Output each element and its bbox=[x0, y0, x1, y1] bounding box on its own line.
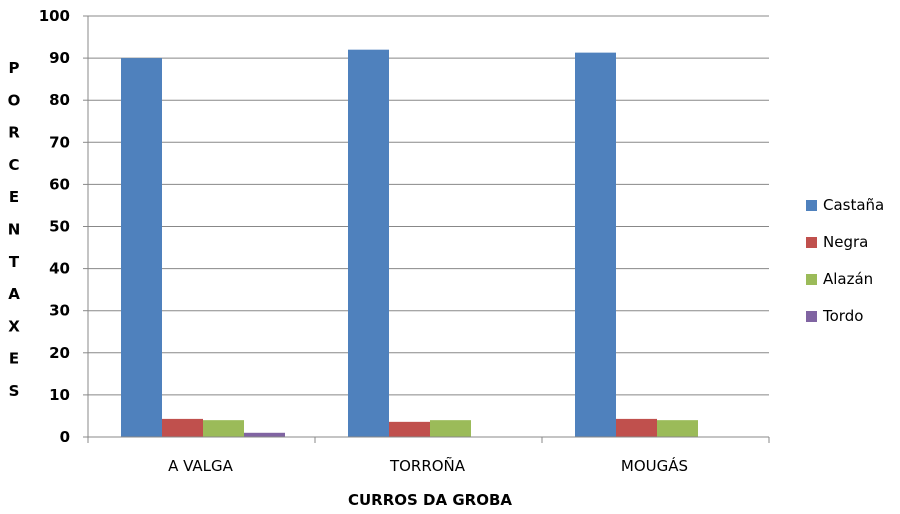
legend-label-negra: Negra bbox=[823, 233, 868, 251]
bar-castaña-1 bbox=[121, 58, 162, 437]
y-axis-title-letter: X bbox=[8, 317, 20, 335]
y-tick-label: 70 bbox=[49, 133, 70, 151]
y-axis-title-letter: T bbox=[9, 253, 20, 271]
y-tick-label: 50 bbox=[49, 218, 70, 236]
x-axis-title: CURROS DA GROBA bbox=[348, 491, 512, 509]
x-axis-categories: A VALGA TORROÑA MOUGÁS bbox=[168, 456, 688, 475]
x-category-label: A VALGA bbox=[168, 457, 234, 475]
y-axis-title-letter: R bbox=[8, 124, 20, 142]
y-tick-label: 40 bbox=[49, 260, 70, 278]
legend-swatch-negra bbox=[806, 237, 817, 248]
legend-swatch-castaña bbox=[806, 200, 817, 211]
y-tick-label: 90 bbox=[49, 49, 70, 67]
legend-swatch-tordo bbox=[806, 311, 817, 322]
y-tick-label: 20 bbox=[49, 344, 70, 362]
y-tick-label: 10 bbox=[49, 386, 70, 404]
bar-negra-2 bbox=[389, 421, 430, 437]
bar-negra-1 bbox=[162, 418, 203, 437]
legend-label-alazán: Alazán bbox=[823, 270, 873, 288]
y-tick-label: 60 bbox=[49, 175, 70, 193]
legend-swatch-alazán bbox=[806, 274, 817, 285]
legend-label-castaña: Castaña bbox=[823, 196, 884, 214]
bar-alazán-2 bbox=[430, 420, 471, 437]
x-category-label: TORROÑA bbox=[389, 456, 466, 475]
bar-tordo-1 bbox=[244, 432, 285, 437]
axes bbox=[87, 16, 770, 443]
bar-alazán-3 bbox=[657, 420, 698, 437]
y-tick-label: 0 bbox=[60, 428, 70, 446]
bar-castaña-2 bbox=[348, 49, 389, 438]
y-axis-title-letter: E bbox=[9, 350, 19, 368]
y-tick-label: 100 bbox=[39, 7, 70, 25]
bar-alazán-1 bbox=[203, 420, 244, 437]
y-tick-label: 80 bbox=[49, 91, 70, 109]
bars bbox=[121, 49, 698, 438]
y-axis-title-letter: P bbox=[9, 59, 20, 77]
legend-label-tordo: Tordo bbox=[822, 307, 863, 325]
y-axis-ticks: 0 10 20 30 40 50 60 70 80 90 100 bbox=[39, 7, 88, 446]
y-axis-title-letter: O bbox=[8, 91, 21, 109]
y-axis-title-letter: E bbox=[9, 188, 19, 206]
x-category-label: MOUGÁS bbox=[621, 456, 688, 475]
y-axis-title-letter: C bbox=[8, 156, 19, 174]
y-tick-label: 30 bbox=[49, 302, 70, 320]
y-axis-title-letter: N bbox=[8, 221, 21, 239]
y-axis-title-letter: S bbox=[9, 382, 20, 400]
bar-castaña-3 bbox=[575, 52, 616, 437]
gridlines bbox=[88, 15, 769, 396]
y-axis-title-letter: A bbox=[8, 285, 20, 303]
bar-negra-3 bbox=[616, 418, 657, 437]
legend: Castaña Negra Alazán Tordo bbox=[806, 196, 884, 325]
